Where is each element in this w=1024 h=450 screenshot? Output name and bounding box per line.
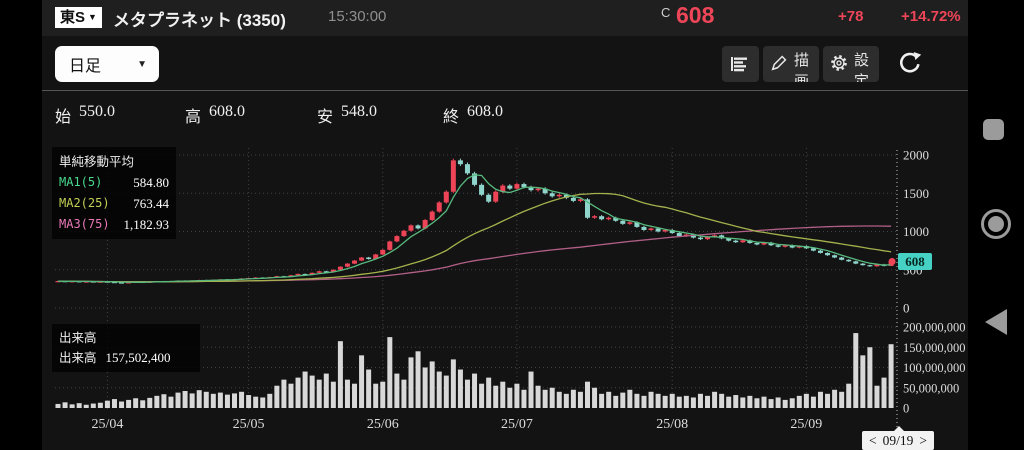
date-navigator[interactable]: < 09/19 > <box>862 426 935 450</box>
home-button[interactable] <box>981 209 1011 239</box>
svg-text:25/05: 25/05 <box>233 417 265 432</box>
date-current: 09/19 <box>882 432 914 448</box>
indicator-list-icon <box>731 57 747 72</box>
android-nav-bar <box>968 0 1024 450</box>
timeframe-dropdown[interactable]: 日足 ▼ <box>55 46 159 82</box>
close-label: 終 <box>443 109 460 126</box>
back-button[interactable] <box>985 309 1007 335</box>
svg-text:1000: 1000 <box>903 224 929 239</box>
recent-apps-button[interactable] <box>983 119 1004 140</box>
pencil-icon <box>771 55 787 71</box>
volume-value: 157,502,400 <box>105 350 171 365</box>
svg-text:25/06: 25/06 <box>367 417 399 432</box>
open-value: 550.0 <box>79 103 116 120</box>
svg-text:200,000,000: 200,000,000 <box>903 321 966 335</box>
bezel-left <box>0 0 42 450</box>
volume-legend-title: 出来高 <box>59 331 97 345</box>
ma2-label: MA2(25) <box>59 196 110 210</box>
chart-app: 東S ▼ メタプラネット (3350) 15:30:00 C 608 +78 +… <box>42 0 968 450</box>
ma-legend: 単純移動平均 MA1(5) 584.80 MA2(25) 763.44 MA3(… <box>52 147 176 239</box>
header-divider <box>42 90 968 91</box>
market-selector[interactable]: 東S ▼ <box>55 7 102 28</box>
ma1-row: MA1(5) 584.80 <box>59 172 169 193</box>
date-prev-arrow[interactable]: < <box>869 432 877 448</box>
svg-text:0: 0 <box>903 301 910 316</box>
app-header: 東S ▼ メタプラネット (3350) 15:30:00 C 608 +78 +… <box>42 0 968 36</box>
ohlc-high: 高 608.0 <box>185 103 245 127</box>
close-value: 608.0 <box>467 103 504 120</box>
price-change: +78 <box>838 8 864 25</box>
chevron-down-icon: ▼ <box>137 58 147 70</box>
svg-text:150,000,000: 150,000,000 <box>903 341 966 355</box>
refresh-button[interactable] <box>893 47 927 81</box>
refresh-icon <box>900 51 922 73</box>
svg-text:0: 0 <box>903 402 909 416</box>
ma2-value: 763.44 <box>133 196 169 211</box>
date-next-arrow[interactable]: > <box>919 432 928 448</box>
ohlc-close: 終 608.0 <box>443 103 503 127</box>
market-label: 東S <box>60 9 86 26</box>
svg-text:25/08: 25/08 <box>656 417 688 432</box>
svg-text:25/09: 25/09 <box>790 417 822 432</box>
svg-text:1500: 1500 <box>903 186 929 201</box>
svg-text:100,000,000: 100,000,000 <box>903 361 966 375</box>
ohlc-low: 安 548.0 <box>317 103 377 127</box>
high-value: 608.0 <box>209 103 246 120</box>
volume-legend: 出来高 出来高 157,502,400 <box>52 324 200 372</box>
volume-legend-value-row: 出来高 157,502,400 <box>59 348 193 368</box>
gear-icon <box>831 55 847 71</box>
ma3-label: MA3(75) <box>59 217 110 231</box>
ma3-row: MA3(75) 1,182.93 <box>59 214 169 235</box>
open-label: 始 <box>55 109 72 126</box>
draw-label: 描画 <box>794 52 810 82</box>
high-label: 高 <box>185 109 202 126</box>
close-flag: C <box>661 5 671 20</box>
home-button-dot <box>988 216 1004 232</box>
svg-text:2000: 2000 <box>903 148 929 163</box>
ma1-value: 584.80 <box>133 175 169 190</box>
svg-text:50,000,000: 50,000,000 <box>903 381 959 395</box>
candlestick-chart[interactable]: 2000150010005000200,000,000150,000,00010… <box>42 0 968 450</box>
settings-button[interactable]: 設定 <box>823 46 879 82</box>
timeframe-label: 日足 <box>69 58 102 75</box>
ohlc-open: 始 550.0 <box>55 103 115 127</box>
low-label: 安 <box>317 109 334 126</box>
svg-text:25/07: 25/07 <box>501 417 533 432</box>
svg-text:608: 608 <box>905 254 925 269</box>
svg-text:25/04: 25/04 <box>91 417 123 432</box>
volume-label: 出来高 <box>59 351 97 365</box>
price-change-percent: +14.72% <box>901 8 961 25</box>
indicator-list-button[interactable] <box>722 46 759 82</box>
ma2-row: MA2(25) 763.44 <box>59 193 169 214</box>
chevron-down-icon: ▼ <box>88 12 97 22</box>
ma-legend-title: 単純移動平均 <box>59 155 135 169</box>
ma1-label: MA1(5) <box>59 175 103 189</box>
ma3-value: 1,182.93 <box>123 217 170 232</box>
draw-button[interactable]: 描画 <box>763 46 819 82</box>
settings-label: 設定 <box>854 52 870 82</box>
symbol-title: メタプラネット (3350) <box>113 11 286 30</box>
current-price: 608 <box>676 2 715 28</box>
quote-time: 15:30:00 <box>328 8 387 25</box>
low-value: 548.0 <box>341 103 378 120</box>
